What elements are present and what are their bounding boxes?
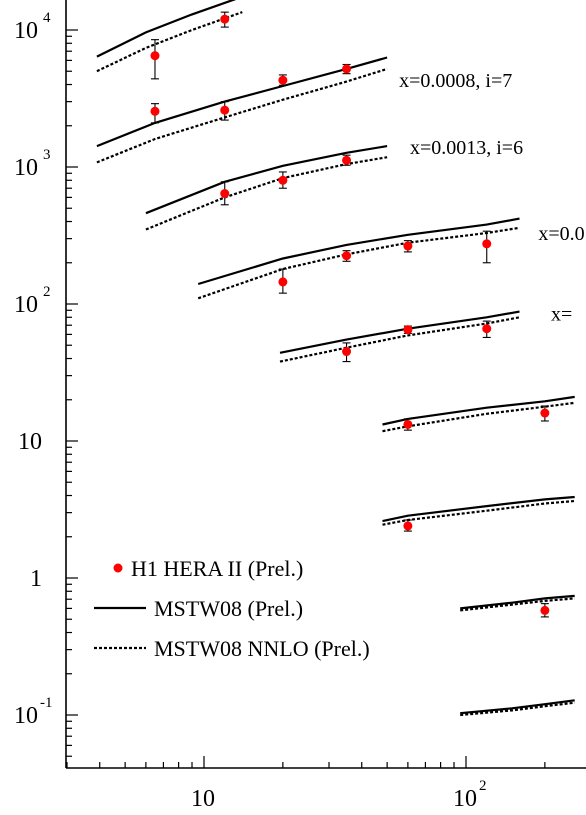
mstw08-nnlo-curve — [460, 597, 575, 612]
y-tick-label: 10 3 — [14, 147, 51, 181]
mstw08-curve — [382, 395, 575, 426]
x-tick-base: 10 — [191, 786, 215, 812]
y-tick-label: 10 4 — [14, 10, 51, 44]
bin-label: x=0.0013, i=6 — [410, 137, 523, 159]
x-tick-label: 10 — [191, 786, 215, 812]
legend-label: MSTW08 (Prel.) — [154, 596, 303, 621]
data-marker — [342, 251, 352, 261]
x-tick-exponent: 2 — [479, 778, 487, 794]
bin-label: x=0.0008, i=7 — [399, 70, 512, 92]
mstw08-nnlo-curve — [382, 499, 575, 526]
bin-annotations: x=0.0008, i=7 x=0.0013, i=6 x=0.0 x= — [399, 70, 585, 325]
mstw08-curve — [145, 145, 388, 215]
data-marker — [482, 239, 492, 249]
h1-data-point — [278, 171, 288, 189]
data-marker — [342, 347, 352, 357]
data-marker — [150, 51, 160, 61]
y-tick-base: 1 — [30, 566, 42, 592]
h1-data-point — [342, 342, 352, 363]
legend-item: MSTW08 NNLO (Prel.) — [94, 636, 370, 661]
y-tick-exponent: -1 — [40, 695, 53, 711]
y-tick-base: 10 — [14, 703, 38, 729]
mstw08-curve — [197, 217, 520, 286]
data-marker — [220, 189, 230, 199]
legend-label: H1 HERA II (Prel.) — [131, 556, 303, 581]
mstw08-nnlo-curve — [460, 701, 575, 717]
mstw08-nnlo-curve — [279, 316, 520, 363]
h1-data-point — [278, 74, 288, 86]
h1-data-point — [482, 320, 492, 338]
y-tick-label: 10 2 — [14, 284, 51, 318]
mstw08-curve — [279, 310, 520, 354]
legend-marker — [113, 563, 123, 573]
y-tick-label: 10 -1 — [14, 695, 53, 729]
data-marker — [482, 324, 492, 334]
data-marker — [540, 605, 550, 615]
data-marker — [220, 105, 230, 115]
h1-data-point — [403, 240, 413, 253]
h1-data-point — [220, 101, 230, 121]
data-marker — [540, 408, 550, 418]
h1-data-point — [540, 603, 550, 618]
data-marker — [403, 419, 413, 429]
mstw08-curve — [96, 0, 237, 58]
mstw08-curve — [382, 495, 575, 523]
mstw08-curve — [460, 699, 575, 715]
data-points — [150, 11, 550, 618]
h1-data-point — [150, 39, 160, 80]
h1-data-point — [403, 519, 413, 532]
data-marker — [403, 325, 413, 335]
h1-data-point — [403, 325, 413, 335]
legend: H1 HERA II (Prel.) MSTW08 (Prel.) MSTW08 N… — [94, 556, 370, 661]
bin-label: x=0.0 — [538, 223, 584, 245]
y-tick-base: 10 — [14, 292, 38, 318]
x-tick-label: 10 2 — [453, 778, 487, 812]
model-curves — [96, 0, 575, 717]
h1-data-point — [342, 63, 352, 75]
legend-item: H1 HERA II (Prel.) — [113, 556, 303, 581]
data-marker — [150, 106, 160, 116]
y-tick-base: 10 — [14, 18, 38, 44]
y-tick-base: 10 — [14, 155, 38, 181]
h1-data-point — [220, 11, 230, 28]
legend-label: MSTW08 NNLO (Prel.) — [154, 636, 370, 661]
mstw08-nnlo-curve — [382, 401, 575, 433]
data-marker — [403, 241, 413, 251]
data-marker — [403, 521, 413, 531]
data-marker — [220, 14, 230, 24]
h1-data-point — [482, 230, 492, 264]
mstw08-nnlo-curve — [96, 11, 243, 73]
y-tick-exponent: 4 — [43, 10, 51, 26]
plot-area — [96, 0, 575, 717]
data-marker — [278, 75, 288, 85]
h1-data-point — [220, 181, 230, 206]
data-marker — [342, 155, 352, 165]
mstw08-curve — [96, 56, 388, 148]
mstw08-nnlo-curve — [145, 156, 388, 231]
y-tick-exponent: 2 — [43, 284, 51, 300]
h1-data-point — [540, 405, 550, 422]
bin-label: x= — [551, 304, 572, 326]
y-tick-label: 1 — [30, 566, 42, 592]
tick-marks — [66, 29, 546, 768]
mstw08-nnlo-curve — [197, 226, 520, 300]
data-marker — [278, 277, 288, 287]
h1-data-point — [150, 103, 160, 124]
mstw08-nnlo-curve — [96, 67, 388, 164]
h1-data-point — [278, 268, 288, 294]
mstw08-curve — [460, 594, 575, 610]
y-tick-exponent: 3 — [43, 147, 51, 163]
h1-data-point — [342, 250, 352, 262]
y-tick-label: 10 — [18, 429, 42, 455]
h1-data-point — [403, 418, 413, 431]
h1-data-point — [342, 154, 352, 166]
data-marker — [342, 64, 352, 74]
y-tick-base: 10 — [18, 429, 42, 455]
data-marker — [278, 175, 288, 185]
legend-item: MSTW08 (Prel.) — [94, 596, 303, 621]
x-tick-base: 10 — [453, 786, 477, 812]
